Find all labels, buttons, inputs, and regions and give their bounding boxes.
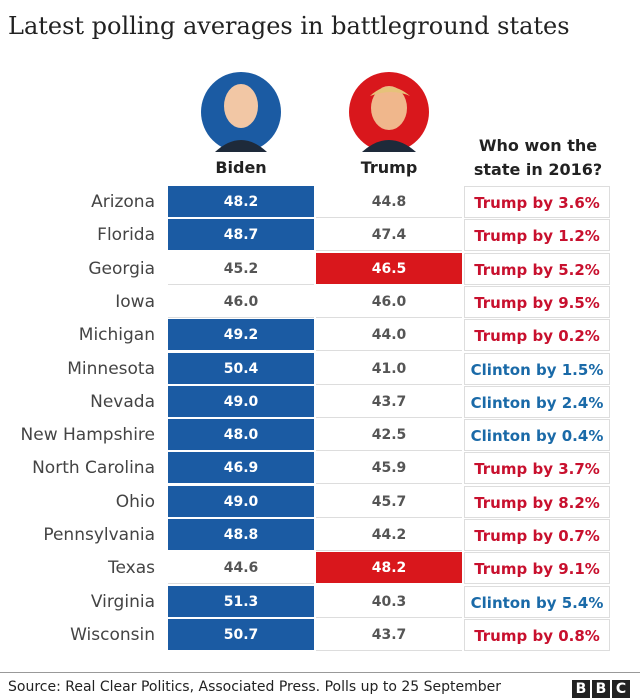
won-2016: Trump by 9.5% [464, 285, 610, 318]
state-label: Arizona [91, 192, 155, 212]
trump-value: 40.3 [316, 586, 462, 618]
trump-value: 44.8 [316, 186, 462, 218]
logo-letter: C [612, 680, 630, 698]
source: Source: Real Clear Politics, Associated … [8, 679, 501, 695]
won-2016: Trump by 3.7% [464, 452, 610, 485]
trump-suit [362, 140, 416, 152]
trump-value: 44.2 [316, 519, 462, 551]
biden-value: 46.0 [168, 286, 314, 318]
column-header: Trump [360, 158, 418, 177]
state-label: Texas [108, 558, 155, 579]
column-header: Biden [215, 158, 267, 177]
won-2016: Trump by 0.2% [464, 319, 610, 352]
trump-value: 41.0 [316, 353, 462, 385]
biden-value: 48.7 [168, 219, 314, 252]
biden-value: 50.4 [168, 352, 314, 385]
state-label: North Carolina [32, 458, 155, 479]
trump-hair [370, 87, 410, 96]
biden-value: 49.0 [168, 485, 314, 518]
state-label: Iowa [115, 291, 155, 312]
won-2016: Clinton by 0.4% [464, 419, 610, 452]
trump-value: 45.9 [316, 452, 462, 485]
won-2016: Trump by 0.8% [464, 618, 610, 651]
title: Latest polling averages in battleground … [8, 12, 570, 40]
trump-value: 43.7 [316, 386, 462, 418]
biden-value: 48.0 [168, 419, 314, 452]
state-label: Nevada [90, 391, 155, 412]
biden-value: 50.7 [168, 618, 314, 651]
won-2016: Trump by 0.7% [464, 519, 610, 551]
column-header: Who won the state in 2016? [473, 136, 603, 179]
logo-letter: B [592, 680, 610, 698]
biden-value: 45.2 [168, 253, 314, 285]
biden-face [224, 84, 258, 128]
won-2016: Trump by 3.6% [464, 186, 610, 218]
biden-value: 44.6 [168, 552, 314, 585]
trump-value: 46.5 [316, 252, 462, 285]
trump-value: 42.5 [316, 419, 462, 452]
won-2016: Trump by 9.1% [464, 552, 610, 585]
trump-value: 43.7 [316, 619, 462, 651]
biden-suit [215, 140, 267, 152]
biden-value: 49.0 [168, 385, 314, 418]
trump-value: 46.0 [316, 286, 462, 318]
biden-value: 49.2 [168, 319, 314, 352]
footer-rule [0, 672, 640, 673]
portraits [201, 72, 429, 152]
trump-value: 44.0 [316, 319, 462, 352]
trump-value: 47.4 [316, 219, 462, 252]
biden-value: 51.3 [168, 585, 314, 618]
biden-value: 48.2 [168, 186, 314, 218]
state-label: Pennsylvania [43, 525, 155, 545]
won-2016: Trump by 1.2% [464, 219, 610, 252]
won-2016: Clinton by 2.4% [464, 385, 610, 418]
biden-value: 48.8 [168, 519, 314, 551]
won-2016: Trump by 8.2% [464, 485, 610, 518]
won-2016: Clinton by 5.4% [464, 585, 610, 618]
state-label: New Hampshire [20, 425, 155, 446]
state-label: Florida [97, 225, 155, 246]
logo-letter: B [572, 680, 590, 698]
trump-value: 48.2 [316, 552, 462, 585]
state-label: Virginia [90, 591, 155, 612]
won-2016: Clinton by 1.5% [464, 352, 610, 385]
biden-value: 46.9 [168, 452, 314, 485]
trump-face [371, 86, 407, 130]
trump-value: 45.7 [316, 486, 462, 518]
state-label: Wisconsin [70, 624, 155, 645]
won-2016: Trump by 5.2% [464, 252, 610, 285]
state-label: Ohio [115, 491, 155, 512]
state-label: Michigan [78, 325, 155, 346]
state-label: Minnesota [67, 358, 155, 379]
state-label: Georgia [88, 258, 155, 279]
